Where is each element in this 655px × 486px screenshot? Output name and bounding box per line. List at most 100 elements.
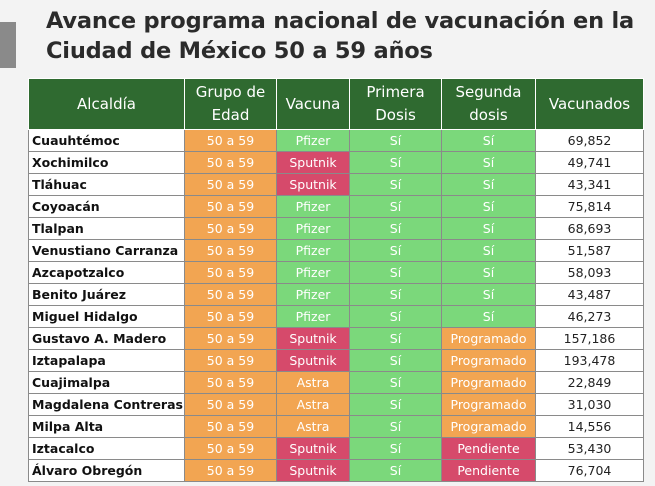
cell-segunda-dosis: Sí [441,151,536,174]
cell-grupo-edad: 50 a 59 [184,151,277,174]
cell-grupo-edad: 50 a 59 [184,415,277,438]
table-row: Cuauhtémoc 50 a 59 Pfizer Sí Sí 69,852 [28,129,644,152]
table-row: Venustiano Carranza 50 a 59 Pfizer Sí Sí 51,5… [28,239,644,262]
title-line-1: Avance programa nacional de vacunación e… [46,8,635,34]
cell-vacuna: Astra [276,393,350,416]
cell-vacuna: Pfizer [276,129,350,152]
cell-vacunados: 68,693 [535,217,644,240]
cell-primera-dosis: Sí [349,371,442,394]
cell-primera-dosis: Sí [349,437,442,460]
cell-segunda-dosis: Sí [441,129,536,152]
cell-vacuna: Sputnik [276,151,350,174]
cell-alcaldia: Xochimilco [28,151,185,174]
cell-vacuna: Pfizer [276,261,350,284]
cell-alcaldia: Gustavo A. Madero [28,327,185,350]
table-row: Azcapotzalco 50 a 59 Pfizer Sí Sí 58,093 [28,261,644,284]
header-grupo-edad: Grupo de Edad [184,78,277,130]
cell-grupo-edad: 50 a 59 [184,173,277,196]
cell-primera-dosis: Sí [349,239,442,262]
cell-primera-dosis: Sí [349,195,442,218]
cell-segunda-dosis: Pendiente [441,459,536,482]
cell-segunda-dosis: Sí [441,217,536,240]
table-row: Coyoacán 50 a 59 Pfizer Sí Sí 75,814 [28,195,644,218]
header-alcaldia: Alcaldía [28,78,185,130]
cell-primera-dosis: Sí [349,283,442,306]
table-row: Benito Juárez 50 a 59 Pfizer Sí Sí 43,487 [28,283,644,306]
table-row: Iztapalapa 50 a 59 Sputnik Sí Programado 193,… [28,349,644,372]
cell-vacunados: 31,030 [535,393,644,416]
cell-primera-dosis: Sí [349,305,442,328]
cell-vacuna: Pfizer [276,195,350,218]
vaccination-table: Alcaldía Grupo de Edad Vacuna Primera Do… [28,78,644,482]
cell-primera-dosis: Sí [349,459,442,482]
cell-vacunados: 43,487 [535,283,644,306]
cell-primera-dosis: Sí [349,327,442,350]
table-row: Magdalena Contreras 50 a 59 Astra Sí Program… [28,393,644,416]
cell-vacunados: 157,186 [535,327,644,350]
header-segunda-line2: dosis [469,106,508,124]
cell-vacuna: Astra [276,371,350,394]
cell-segunda-dosis: Programado [441,371,536,394]
cell-primera-dosis: Sí [349,349,442,372]
cell-grupo-edad: 50 a 59 [184,349,277,372]
cell-primera-dosis: Sí [349,151,442,174]
cell-segunda-dosis: Sí [441,173,536,196]
cell-vacunados: 75,814 [535,195,644,218]
cell-vacunados: 46,273 [535,305,644,328]
cell-segunda-dosis: Sí [441,239,536,262]
cell-alcaldia: Tláhuac [28,173,185,196]
cell-segunda-dosis: Programado [441,415,536,438]
cell-vacuna: Pfizer [276,217,350,240]
cell-vacuna: Pfizer [276,305,350,328]
table-row: Tláhuac 50 a 59 Sputnik Sí Sí 43,341 [28,173,644,196]
cell-grupo-edad: 50 a 59 [184,129,277,152]
cell-vacunados: 14,556 [535,415,644,438]
cell-vacunados: 43,341 [535,173,644,196]
cell-alcaldia: Miguel Hidalgo [28,305,185,328]
cell-vacunados: 22,849 [535,371,644,394]
cell-grupo-edad: 50 a 59 [184,371,277,394]
cell-alcaldia: Magdalena Contreras [28,393,185,416]
cell-primera-dosis: Sí [349,129,442,152]
cell-primera-dosis: Sí [349,261,442,284]
header-primera-dosis: Primera Dosis [349,78,442,130]
cell-segunda-dosis: Sí [441,283,536,306]
cell-alcaldia: Venustiano Carranza [28,239,185,262]
cell-segunda-dosis: Pendiente [441,437,536,460]
title-line-2: Ciudad de México 50 a 59 años [46,38,433,64]
cell-grupo-edad: 50 a 59 [184,217,277,240]
header-primera-line1: Primera [366,83,425,101]
table-row: Miguel Hidalgo 50 a 59 Pfizer Sí Sí 46,273 [28,305,644,328]
cell-vacuna: Sputnik [276,327,350,350]
cell-segunda-dosis: Programado [441,327,536,350]
cell-vacuna: Sputnik [276,459,350,482]
cell-segunda-dosis: Programado [441,393,536,416]
cell-grupo-edad: 50 a 59 [184,327,277,350]
cell-segunda-dosis: Sí [441,261,536,284]
cell-vacuna: Astra [276,415,350,438]
cell-primera-dosis: Sí [349,415,442,438]
cell-segunda-dosis: Sí [441,305,536,328]
cell-vacunados: 76,704 [535,459,644,482]
page-title: Avance programa nacional de vacunación e… [46,6,655,66]
table-row: Milpa Alta 50 a 59 Astra Sí Programado 14,556 [28,415,644,438]
header-vacuna: Vacuna [276,78,350,130]
cell-grupo-edad: 50 a 59 [184,393,277,416]
table-row: Álvaro Obregón 50 a 59 Sputnik Sí Pendiente 7… [28,459,644,482]
cell-alcaldia: Cuajimalpa [28,371,185,394]
cell-vacuna: Sputnik [276,349,350,372]
slide-accent-bar [0,22,16,68]
header-grupo-line2: Edad [211,106,250,124]
cell-alcaldia: Álvaro Obregón [28,459,185,482]
cell-primera-dosis: Sí [349,393,442,416]
cell-primera-dosis: Sí [349,173,442,196]
cell-alcaldia: Tlalpan [28,217,185,240]
header-primera-line2: Dosis [375,106,416,124]
table-row: Cuajimalpa 50 a 59 Astra Sí Programado 22,849 [28,371,644,394]
cell-segunda-dosis: Programado [441,349,536,372]
cell-vacunados: 193,478 [535,349,644,372]
cell-grupo-edad: 50 a 59 [184,261,277,284]
cell-vacuna: Sputnik [276,173,350,196]
table-row: Tlalpan 50 a 59 Pfizer Sí Sí 68,693 [28,217,644,240]
cell-alcaldia: Cuauhtémoc [28,129,185,152]
